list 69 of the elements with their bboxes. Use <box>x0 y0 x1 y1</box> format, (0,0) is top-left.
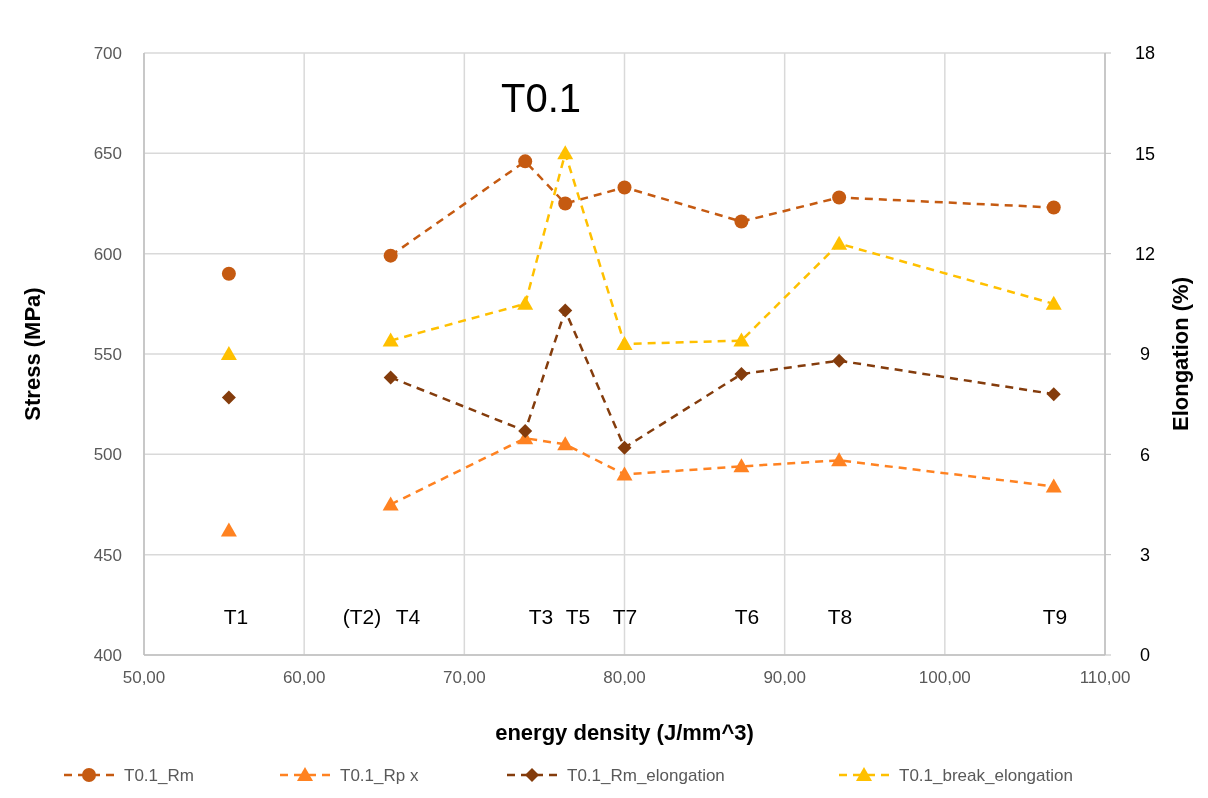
point <box>831 452 848 467</box>
annotation: T8 <box>827 605 853 629</box>
point <box>383 370 398 385</box>
y-tick-label: 700 <box>93 43 122 63</box>
point <box>1045 295 1062 310</box>
y-tick-label: 500 <box>93 445 122 465</box>
point <box>832 353 847 368</box>
point <box>383 248 398 263</box>
y-tick-label: 600 <box>93 244 122 264</box>
y-axis-title: Stress (MPa) <box>19 287 45 421</box>
point <box>616 335 633 350</box>
x-axis-title: energy density (J/mm^3) <box>495 720 754 745</box>
point <box>832 190 847 205</box>
y2-tick-label: 15 <box>1134 143 1156 164</box>
point <box>734 214 749 229</box>
point <box>734 367 749 382</box>
point <box>557 145 574 160</box>
y-tick-label: 450 <box>93 545 122 565</box>
point <box>221 266 236 281</box>
point <box>558 196 573 211</box>
annotation: T4 <box>395 605 421 629</box>
x-tick-label: 60,00 <box>282 668 326 687</box>
y2-tick-label: 12 <box>1134 243 1156 264</box>
point <box>382 496 399 511</box>
point <box>617 440 632 455</box>
point <box>733 332 750 347</box>
x-tick-label: 90,00 <box>763 668 806 687</box>
y2-tick-label: 18 <box>1134 43 1156 64</box>
y2-tick-label: 9 <box>1139 344 1151 365</box>
point <box>1045 478 1062 493</box>
y-tick-label: 400 <box>93 645 122 665</box>
y2-axis-title: Elongation (%) <box>1167 277 1193 431</box>
x-tick-label: 100,00 <box>918 668 971 687</box>
y2-tick-label: 6 <box>1139 444 1151 465</box>
y-tick-label: 550 <box>93 344 122 364</box>
point <box>220 522 237 537</box>
point <box>733 458 750 473</box>
legend-label: T0.1_break_elongation <box>899 765 1073 785</box>
x-tick-label: 50,00 <box>122 668 166 687</box>
text: T0.1 <box>500 76 582 120</box>
x-tick-label: 80,00 <box>603 668 646 687</box>
annotation: T1 <box>223 605 249 629</box>
annotation: (T2) <box>342 605 382 629</box>
annotation: T3 <box>528 605 554 629</box>
legend-label: T0.1_Rm <box>124 765 194 785</box>
point <box>558 303 573 318</box>
point <box>221 390 236 405</box>
legend-label: T0.1_Rp x <box>340 765 419 785</box>
legend-label: T0.1_Rm_elongation <box>567 765 725 785</box>
point <box>1046 387 1061 402</box>
point <box>557 436 574 451</box>
point <box>831 235 848 250</box>
annotation: T9 <box>1042 605 1068 629</box>
annotation: T5 <box>565 605 591 629</box>
annotation: T6 <box>734 605 760 629</box>
y2-tick-label: 0 <box>1139 645 1151 666</box>
y2-tick-label: 3 <box>1139 544 1151 565</box>
point <box>1046 200 1061 215</box>
point <box>220 346 237 360</box>
point <box>617 180 632 195</box>
x-tick-label: 110,00 <box>1079 668 1131 687</box>
x-tick-label: 70,00 <box>443 668 486 687</box>
point <box>616 466 633 481</box>
annotation: T7 <box>612 605 638 629</box>
point <box>518 423 533 438</box>
y-tick-label: 650 <box>93 144 122 164</box>
point <box>382 332 399 347</box>
point <box>518 154 533 169</box>
point <box>517 295 534 310</box>
